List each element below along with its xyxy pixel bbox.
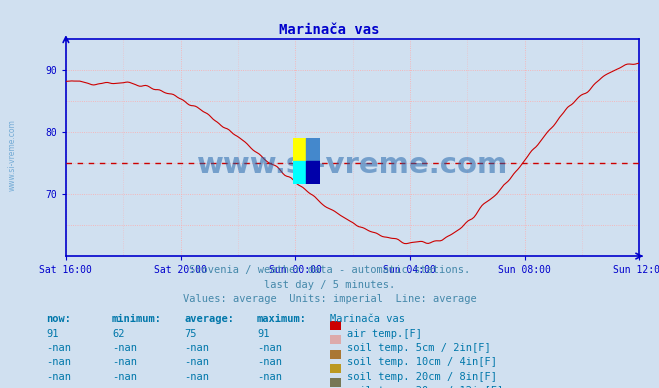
Text: Slovenia / weather data - automatic stations.: Slovenia / weather data - automatic stat… <box>189 265 470 275</box>
Text: 91: 91 <box>257 329 270 339</box>
Text: www.si-vreme.com: www.si-vreme.com <box>197 151 508 179</box>
Text: Values: average  Units: imperial  Line: average: Values: average Units: imperial Line: av… <box>183 294 476 304</box>
Text: -nan: -nan <box>112 357 137 367</box>
Text: -nan: -nan <box>46 343 71 353</box>
Text: -nan: -nan <box>257 357 282 367</box>
Text: soil temp. 10cm / 4in[F]: soil temp. 10cm / 4in[F] <box>347 357 498 367</box>
Text: -nan: -nan <box>46 386 71 388</box>
Bar <box>293 138 306 161</box>
Text: 62: 62 <box>112 329 125 339</box>
Text: now:: now: <box>46 314 71 324</box>
Text: -nan: -nan <box>112 386 137 388</box>
Text: 91: 91 <box>46 329 59 339</box>
Text: www.si-vreme.com: www.si-vreme.com <box>8 119 17 191</box>
Text: Marinača vas: Marinača vas <box>330 314 405 324</box>
Text: average:: average: <box>185 314 235 324</box>
Text: minimum:: minimum: <box>112 314 162 324</box>
Text: -nan: -nan <box>185 343 210 353</box>
Text: -nan: -nan <box>185 386 210 388</box>
Text: -nan: -nan <box>185 357 210 367</box>
Text: Marinača vas: Marinača vas <box>279 23 380 37</box>
Text: -nan: -nan <box>112 343 137 353</box>
Bar <box>306 138 320 161</box>
Bar <box>293 161 306 184</box>
Text: air temp.[F]: air temp.[F] <box>347 329 422 339</box>
Text: -nan: -nan <box>112 372 137 382</box>
Bar <box>306 161 320 184</box>
Text: 75: 75 <box>185 329 197 339</box>
Text: soil temp. 5cm / 2in[F]: soil temp. 5cm / 2in[F] <box>347 343 491 353</box>
Text: last day / 5 minutes.: last day / 5 minutes. <box>264 280 395 290</box>
Text: -nan: -nan <box>257 372 282 382</box>
Text: -nan: -nan <box>46 357 71 367</box>
Text: soil temp. 20cm / 8in[F]: soil temp. 20cm / 8in[F] <box>347 372 498 382</box>
Text: -nan: -nan <box>46 372 71 382</box>
Text: maximum:: maximum: <box>257 314 307 324</box>
Text: -nan: -nan <box>257 386 282 388</box>
Text: soil temp. 30cm / 12in[F]: soil temp. 30cm / 12in[F] <box>347 386 503 388</box>
Text: -nan: -nan <box>185 372 210 382</box>
Text: -nan: -nan <box>257 343 282 353</box>
